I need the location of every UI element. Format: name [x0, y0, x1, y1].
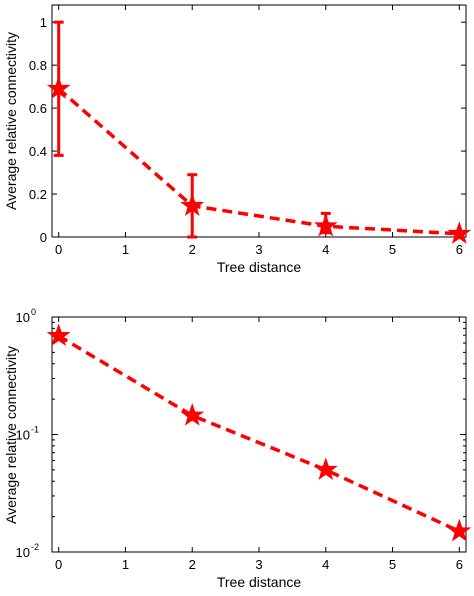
y-tick-label: 0: [40, 230, 47, 245]
x-tick-label: 0: [55, 557, 62, 572]
y-tick-exponent: -2: [31, 542, 39, 552]
data-point-star: [447, 518, 472, 542]
data-point-star: [180, 193, 205, 216]
y-tick-exponent: 0: [31, 307, 36, 317]
top-chart-frame: [51, 4, 467, 238]
x-tick-label: 1: [122, 242, 129, 257]
x-tick-label: 5: [389, 557, 396, 572]
bottom-series: [46, 323, 472, 542]
bottom-x-axis: 0 1 2 3 4 5 6: [55, 317, 463, 572]
x-tick-label: 2: [189, 557, 196, 572]
data-point-star: [447, 221, 472, 244]
x-tick-label: 4: [322, 242, 329, 257]
data-point-star: [46, 323, 71, 347]
x-tick-label: 0: [55, 242, 62, 257]
bottom-x-axis-label: Tree distance: [217, 574, 302, 590]
x-tick-label: 1: [122, 557, 129, 572]
top-series: [46, 20, 472, 244]
y-tick-label: 10: [16, 545, 30, 560]
x-tick-label: 4: [322, 557, 329, 572]
x-tick-label: 6: [456, 242, 463, 257]
data-point-star: [313, 457, 338, 481]
y-tick-exponent: -1: [31, 425, 39, 435]
bottom-y-axis-label: Average relative connectivity: [3, 346, 19, 524]
data-point-star: [46, 76, 71, 99]
y-tick-label: 0.8: [29, 58, 47, 73]
top-x-axis-label: Tree distance: [217, 259, 302, 275]
top-y-axis: 0 0.2 0.4 0.6 0.8 1: [29, 15, 466, 245]
y-tick-label: 1: [40, 15, 47, 30]
x-tick-label: 3: [255, 557, 262, 572]
y-tick-label: 0.4: [29, 144, 47, 159]
x-tick-label: 3: [255, 242, 262, 257]
series-line: [57, 87, 460, 236]
y-tick-label: 0.2: [29, 187, 47, 202]
top-y-axis-label: Average relative connectivity: [3, 32, 19, 210]
bottom-chart-frame: [51, 316, 467, 553]
series-line: [57, 334, 461, 533]
x-tick-label: 2: [189, 242, 196, 257]
y-tick-label: 10: [16, 428, 30, 443]
y-tick-label: 0.6: [29, 101, 47, 116]
data-point-star: [180, 403, 205, 426]
top-chart: 0 1 2 3 4 5 6 0 0.2 0.4 0.6 0.8 1 Tree distance Ave…: [3, 4, 472, 275]
y-tick-label: 10: [16, 310, 30, 325]
x-tick-label: 5: [389, 242, 396, 257]
data-point-star: [313, 213, 338, 237]
top-x-axis: 0 1 2 3 4 5 6: [55, 5, 463, 257]
x-tick-label: 6: [456, 557, 463, 572]
